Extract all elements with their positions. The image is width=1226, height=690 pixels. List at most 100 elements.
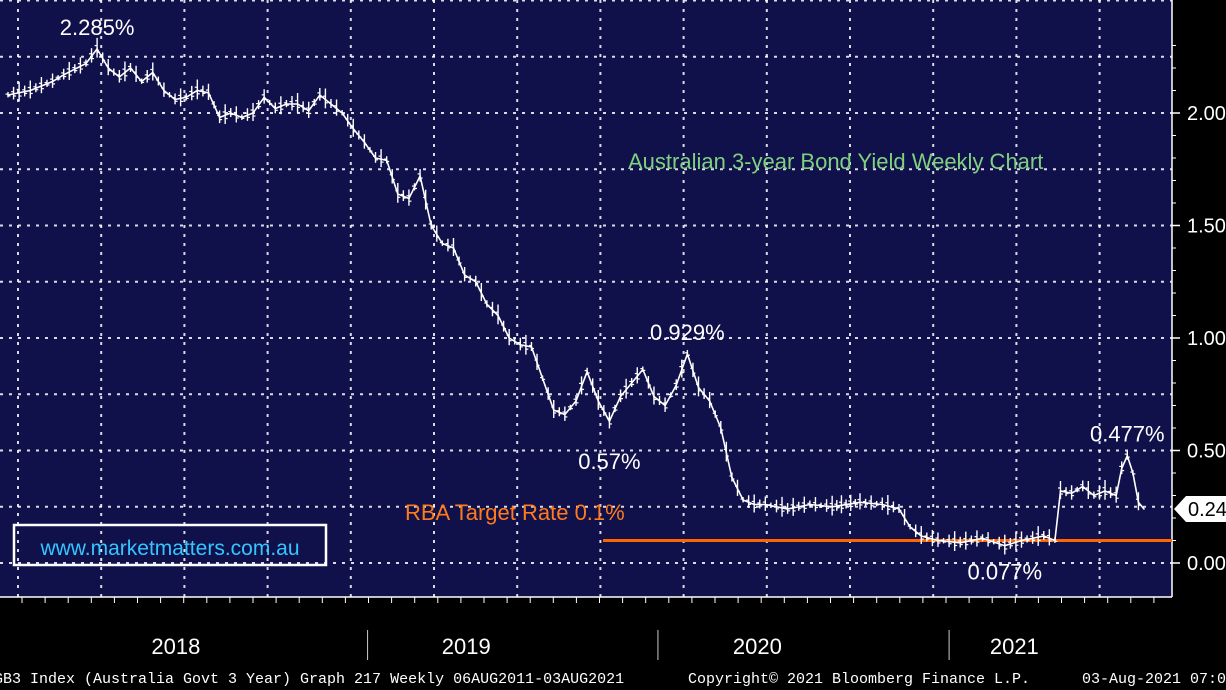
data-point	[1120, 467, 1123, 470]
watermark-box	[12, 523, 328, 567]
data-point	[474, 280, 477, 283]
data-point	[697, 386, 700, 389]
data-point	[352, 127, 355, 130]
data-point	[597, 400, 600, 402]
data-point	[881, 503, 884, 506]
data-point	[1020, 539, 1023, 542]
y-tick-label: 0.50	[1187, 441, 1226, 463]
x-tick-label: 2021	[990, 634, 1039, 659]
data-point	[441, 242, 444, 245]
y-tick-label: 1.50	[1187, 216, 1226, 238]
data-point	[85, 62, 87, 65]
y-tick-label: 2.00	[1187, 103, 1226, 125]
data-point	[185, 96, 187, 99]
data-point	[753, 503, 755, 506]
data-point	[51, 80, 54, 83]
data-point	[218, 116, 221, 119]
data-point	[118, 76, 121, 78]
annotation-label: 0.077%	[967, 560, 1042, 585]
data-point	[719, 427, 722, 429]
data-point	[241, 116, 243, 119]
data-point	[909, 526, 911, 528]
data-point	[959, 541, 962, 544]
data-point	[307, 109, 310, 112]
data-point	[29, 89, 32, 92]
data-point	[653, 395, 655, 398]
weekly-bars	[5, 37, 1141, 555]
footer-left-text: GB3 Index (Australia Govt 3 Year) Graph …	[0, 671, 624, 688]
data-point	[385, 159, 388, 162]
data-point	[898, 508, 900, 510]
data-point	[330, 103, 332, 105]
data-point	[552, 409, 555, 411]
data-point	[608, 420, 611, 423]
data-point	[363, 141, 366, 144]
x-axis-ticks: 2018 2019 2020 2021	[21, 597, 1155, 660]
rba-target-label: RBA Target Rate 0.1%	[405, 500, 625, 525]
data-point	[1126, 454, 1129, 457]
data-point	[107, 67, 110, 69]
data-point	[809, 503, 811, 506]
data-point	[274, 107, 277, 110]
data-point	[508, 337, 510, 339]
data-point	[252, 112, 254, 114]
data-point	[196, 89, 199, 92]
data-point	[541, 377, 544, 380]
data-point	[642, 368, 644, 371]
data-point	[630, 382, 633, 384]
data-point	[7, 94, 9, 96]
data-point	[62, 73, 65, 76]
data-point	[1054, 539, 1056, 542]
footer-copyright-text: Copyright© 2021 Bloomberg Finance L.P.	[688, 671, 1030, 688]
data-point	[664, 404, 666, 407]
data-point	[140, 80, 143, 83]
data-point	[151, 71, 154, 74]
y-axis-ticks: 0.00 0.50 1.00 1.50 2.00	[1172, 45, 1226, 575]
data-point	[486, 303, 488, 306]
data-point	[731, 476, 733, 479]
data-point	[675, 384, 678, 387]
data-point	[920, 535, 923, 537]
data-point	[497, 314, 499, 317]
data-point	[1070, 492, 1073, 495]
data-point	[374, 157, 377, 159]
data-point	[786, 508, 789, 510]
footer-date-text: 03-Aug-2021 07:0	[1082, 671, 1226, 688]
data-point	[1003, 544, 1006, 547]
data-point	[408, 197, 410, 200]
data-point	[859, 501, 861, 504]
data-point	[1143, 508, 1145, 510]
chart-title: Australian 3-year Bond Yield Weekly Char…	[628, 149, 1043, 174]
last-value-label: 0.24	[1188, 499, 1226, 521]
data-point	[430, 224, 433, 227]
data-point	[96, 48, 98, 50]
data-point	[1104, 490, 1106, 492]
data-point	[686, 353, 689, 355]
annotation-label: 2.285%	[60, 15, 135, 40]
data-point	[463, 274, 466, 276]
data-point	[163, 89, 165, 92]
x-tick-label: 2018	[151, 634, 200, 659]
plot-area	[0, 0, 1172, 597]
last-value-marker	[1174, 496, 1226, 522]
data-point	[229, 112, 232, 114]
annotation-label: 0.57%	[578, 449, 640, 474]
x-tick-label: 2020	[733, 634, 782, 659]
data-point	[937, 539, 939, 542]
data-point	[263, 96, 265, 99]
data-point	[1137, 501, 1140, 504]
data-point	[742, 499, 744, 501]
data-point	[207, 91, 210, 94]
data-point	[708, 400, 711, 402]
data-point	[129, 67, 132, 69]
data-point	[1132, 472, 1134, 474]
data-point	[1115, 494, 1117, 497]
data-point	[519, 343, 522, 346]
data-point	[564, 413, 566, 416]
data-point	[764, 503, 767, 506]
data-point	[174, 98, 176, 101]
y-tick-label: 0.00	[1187, 553, 1226, 575]
data-point	[285, 103, 288, 105]
